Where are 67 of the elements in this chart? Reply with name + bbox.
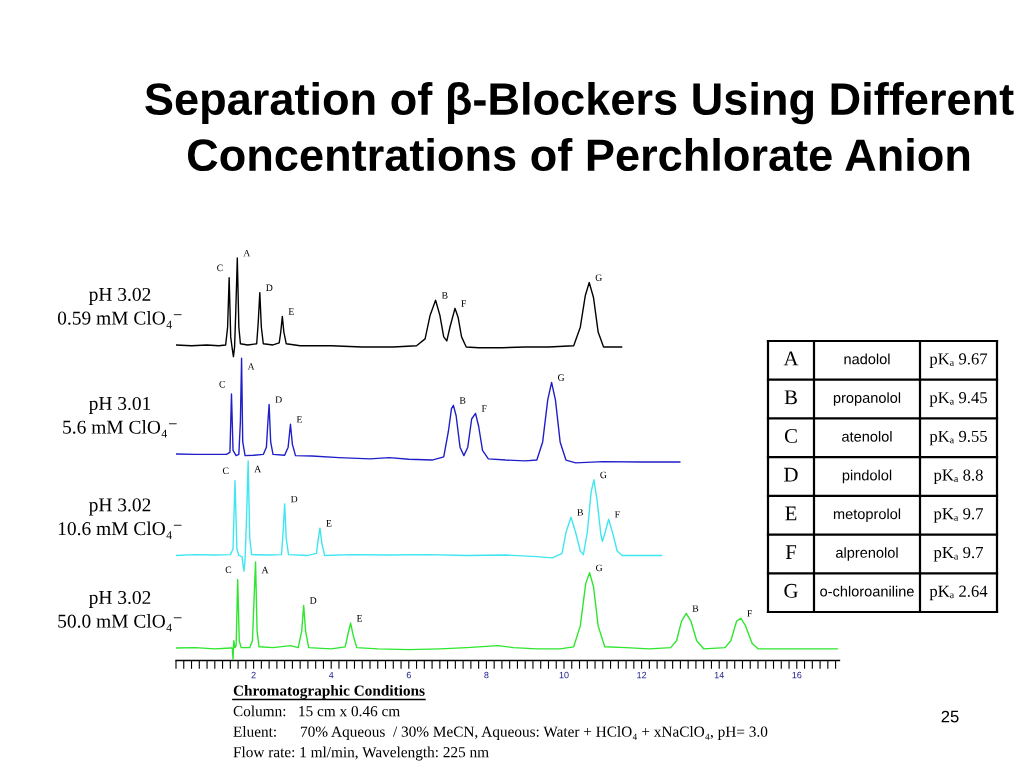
annotation: A [254,465,262,473]
chart-title: Separation of β-Blockers Using Different Concentrations of Perchlorate Anion [145,81,1014,172]
x-tick-label: 8 [484,671,489,679]
series-label: pH 3.01 5.6 mM ClO₄⁻ [63,396,177,438]
annotation: E [288,308,294,315]
text: pKₐ 9.45 [929,392,987,407]
text: nadolol [844,353,890,365]
text: atenolol [842,430,892,442]
x-tick-label: 6 [406,671,411,679]
annotation: B [692,605,699,612]
annotation: E [785,506,797,521]
annotation: o-chloroaniline [820,585,914,597]
annotation: B [784,390,797,405]
text: pKₐ 2.64 [929,585,988,601]
text: Column: 15 cm x 0.46 cm [233,705,400,717]
x-tick-label: 12 [637,671,647,679]
annotation: C [225,566,232,574]
annotation: G [784,583,798,598]
annotation: B [441,292,448,299]
annotation: C [219,380,225,388]
annotation: G [600,471,607,479]
annotation: A [247,363,255,370]
annotation: B [459,397,466,404]
annotation: alprenolol [836,547,898,561]
annotation: F [747,610,752,617]
annotation: G [595,274,602,281]
text: pKₐ 9.7 [933,546,983,562]
annotation: G [596,564,603,572]
series-label: pH 3.02 10.6 mM ClO₄⁻ [58,498,182,539]
annotation: E [296,416,302,423]
annotation: B [577,509,583,516]
text: Eluent: 70% Aqueous / 30% MeCN, Aqueous: Water + HClO₄ + xNaClO₄, pH= 3.0 [233,726,768,740]
x-tick-label: 2 [251,671,256,679]
series-label: pH 3.02 50.0 mM ClO₄⁻ [58,590,182,632]
annotation: F [614,511,620,518]
annotation: C [784,429,797,443]
x-tick-label: 10 [559,671,569,679]
annotation: E [356,615,363,622]
text: Flow rate: 1 ml/min, Wavelength: 225 nm [233,746,489,761]
x-tick-label: 16 [792,671,802,679]
annotation: C [222,467,229,475]
annotation: F [481,405,487,412]
x-tick-label: 14 [714,671,724,679]
text: pindolol [842,469,892,484]
annotation: F [461,300,467,307]
annotation: E [326,520,332,527]
annotation: A [783,351,799,366]
x-tick-label: 4 [328,671,334,679]
annotation: D [290,495,298,503]
annotation: C [217,264,223,272]
text: pKₐ 9.7 [933,508,983,523]
annotation: D [309,597,317,604]
text: pKₐ 8.8 [933,469,983,485]
annotation: D [784,467,798,482]
annotation: metoprolol [833,508,901,523]
annotation: G [557,374,565,381]
annotation: A [243,249,251,257]
annotation: A [261,566,269,574]
annotation: D [275,396,282,403]
annotation: D [266,284,273,291]
annotation: propanolol [833,392,901,406]
annotation: F [785,545,797,559]
text: pKₐ 9.55 [929,430,987,446]
text: Chromatographic Conditions [233,685,425,699]
text: pKₐ 9.67 [929,353,988,368]
series-label: pH 3.02 0.59 mM ClO₄⁻ [57,287,182,329]
text: 25 [941,710,959,723]
